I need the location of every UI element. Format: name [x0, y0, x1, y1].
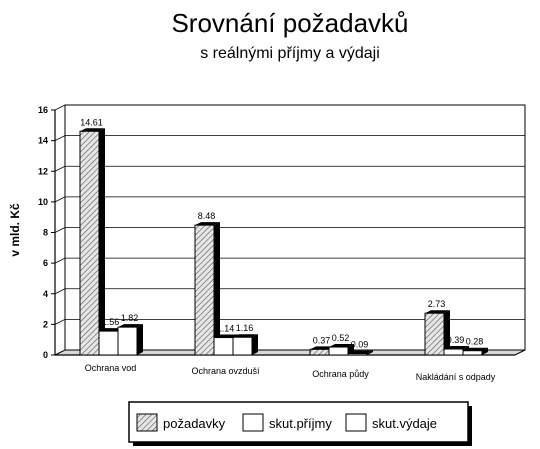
data-label: 1.56 [102, 317, 120, 327]
bar-top [348, 350, 373, 354]
legend-swatch-skut-prijmy [242, 413, 264, 432]
data-label: 0.52 [332, 333, 350, 343]
bar-skut.výdaje [232, 336, 253, 356]
legend-swatch-skut-vydaje [345, 413, 367, 432]
legend-label-pozadavky: požadavky [163, 416, 226, 431]
bar-side [444, 310, 450, 355]
bar-top [195, 222, 220, 226]
bar-top [463, 347, 488, 351]
bar-top [425, 310, 450, 314]
bar-side [99, 128, 105, 355]
gridline-side [54, 135, 66, 141]
gridline-side [54, 196, 66, 203]
y-tick-label: 16 [38, 105, 48, 115]
bar-skut.výdaje [117, 326, 138, 356]
bar-skut.výdaje [347, 353, 368, 356]
data-label: 0.09 [351, 340, 369, 350]
category-label: Ochrana vod [85, 363, 137, 373]
bar-top [233, 334, 258, 338]
gridline-side [54, 227, 66, 233]
data-label: 0.37 [313, 335, 331, 345]
bar-side [214, 222, 220, 355]
gridline-side [54, 165, 66, 172]
bar-top [118, 324, 143, 328]
legend: požadavky skut.příjmy skut.výdaje [128, 401, 472, 446]
y-tick-label: 8 [43, 228, 48, 238]
y-tick-label: 0 [43, 350, 48, 360]
y-tick-label: 4 [43, 289, 48, 299]
bar-požadavky [309, 348, 330, 356]
legend-shadow-bottom [133, 442, 472, 446]
legend-label-skut-prijmy: skut.příjmy [269, 416, 332, 431]
bar-side [482, 347, 488, 355]
bar-side [252, 334, 258, 355]
data-label: 0.39 [447, 335, 465, 345]
y-tick-label: 2 [43, 319, 48, 329]
legend-swatch-pozadavky [136, 413, 158, 432]
y-tick-label: 10 [38, 197, 48, 207]
bar-požadavky [79, 130, 100, 356]
bar-side [137, 324, 143, 355]
y-axis-label: v mld. Kč [8, 203, 22, 257]
data-label: 1.16 [236, 323, 254, 333]
category-label: Ochrana půdy [312, 369, 369, 379]
bar-skut.příjmy [443, 348, 464, 356]
bar-top [80, 128, 105, 132]
bar-skut.příjmy [213, 337, 234, 356]
data-label: 8.48 [198, 211, 216, 221]
bar-požadavky [424, 312, 445, 356]
gridline-side [54, 319, 66, 325]
bar-skut.příjmy [98, 330, 119, 356]
y-tick-label: 6 [43, 258, 48, 268]
legend-shadow [468, 406, 472, 446]
chart-title: Srovnání požadavků [171, 8, 408, 38]
data-label: 0.28 [466, 337, 484, 347]
bar-top [444, 346, 469, 350]
category-label: Ochrana ovzduší [191, 366, 260, 376]
bar-požadavky [194, 224, 215, 356]
data-label: 1.14 [217, 324, 235, 334]
bar-skut.příjmy [328, 346, 349, 356]
data-label: 2.73 [428, 299, 446, 309]
bar-side [367, 350, 373, 355]
y-tick-label: 12 [38, 166, 48, 176]
y-tick-label: 14 [38, 136, 48, 146]
gridline-side [54, 104, 66, 111]
bar-skut.výdaje [462, 350, 483, 356]
gridline-side [54, 257, 66, 264]
gridline-side [54, 288, 66, 295]
data-label: 14.61 [80, 117, 103, 127]
category-label: Nakládání s odpady [416, 372, 496, 382]
data-label: 1.82 [121, 313, 139, 323]
legend-label-skut-vydaje: skut.výdaje [372, 416, 437, 431]
chart-subtitle: s reálnými příjmy a výdaji [200, 45, 380, 62]
bar-top [329, 344, 354, 348]
plot-area: 0 2 4 6 8 10 12 14 16 14.61 1.56 1.82 Ochrana vod 8.4… [38, 104, 526, 382]
